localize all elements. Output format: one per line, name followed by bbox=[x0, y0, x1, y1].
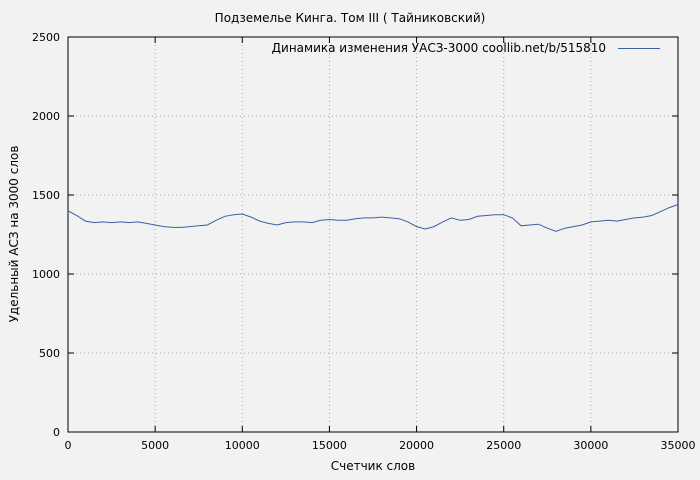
y-axis-label: Удельный АСЗ на 3000 слов bbox=[7, 145, 21, 323]
legend: Динамика изменения УАСЗ-3000 coollib.net… bbox=[272, 41, 660, 55]
x-tick-label: 25000 bbox=[486, 439, 521, 452]
x-tick-label: 35000 bbox=[661, 439, 696, 452]
x-tick-label: 30000 bbox=[573, 439, 608, 452]
y-tick-label: 1000 bbox=[32, 268, 60, 281]
chart-title: Подземелье Кинга. Том III ( Тайниковский… bbox=[214, 11, 486, 25]
y-tick-label: 1500 bbox=[32, 189, 60, 202]
y-tick-label: 0 bbox=[53, 426, 60, 439]
data-series-line bbox=[67, 204, 679, 232]
plot-border bbox=[67, 36, 679, 433]
x-tick-label: 10000 bbox=[225, 439, 260, 452]
legend-label: Динамика изменения УАСЗ-3000 coollib.net… bbox=[271, 41, 606, 55]
x-tick-label: 0 bbox=[65, 439, 72, 452]
x-tick-label: 20000 bbox=[399, 439, 434, 452]
y-tick-label: 2500 bbox=[32, 31, 60, 44]
x-tick-label: 15000 bbox=[312, 439, 347, 452]
y-tick-label: 500 bbox=[39, 347, 60, 360]
x-tick-label: 5000 bbox=[141, 439, 169, 452]
y-tick-label: 2000 bbox=[32, 110, 60, 123]
x-axis-label: Счетчик слов bbox=[330, 459, 416, 473]
legend-line-sample bbox=[618, 47, 660, 49]
